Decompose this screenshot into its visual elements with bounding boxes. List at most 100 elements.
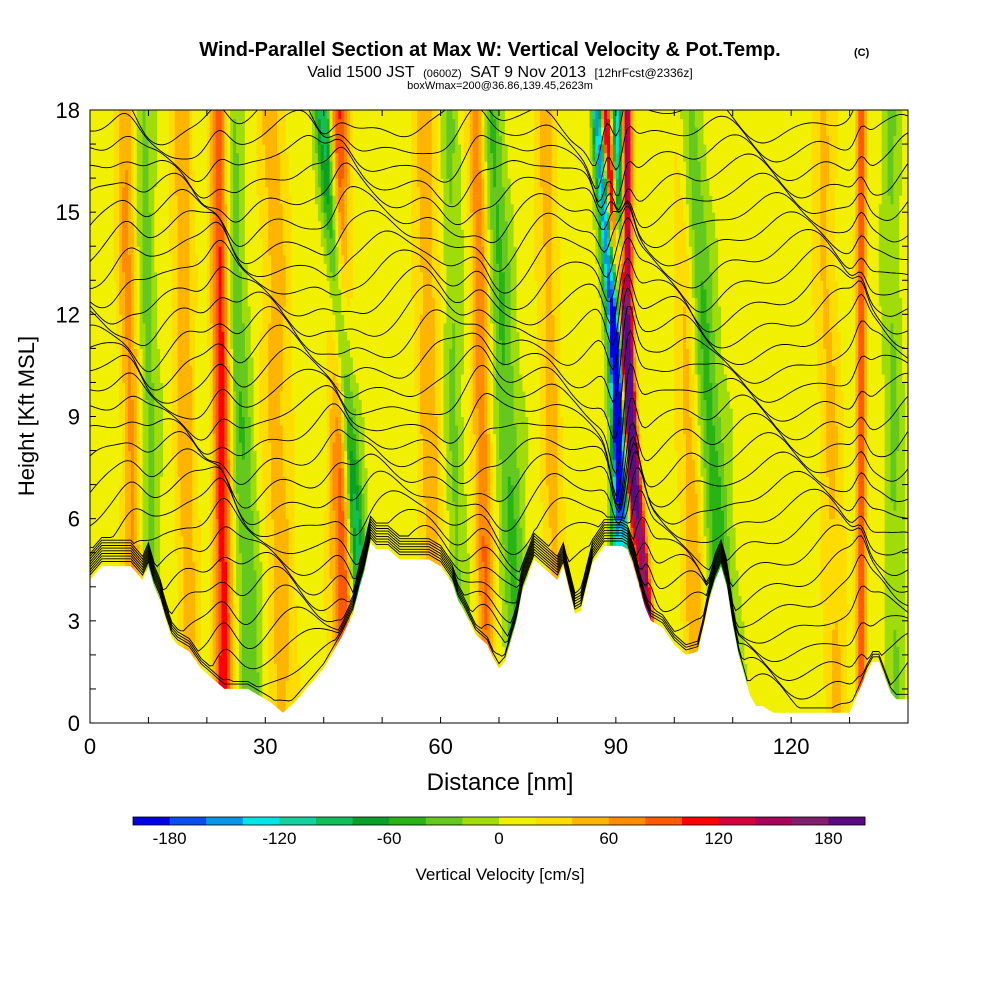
- velocity-cell: [212, 178, 217, 188]
- velocity-cell: [209, 263, 214, 273]
- velocity-cell: [127, 186, 132, 196]
- velocity-cell: [168, 135, 173, 145]
- velocity-cell: [92, 450, 97, 460]
- velocity-cell: [165, 322, 170, 332]
- velocity-cell: [127, 339, 132, 349]
- velocity-cell: [271, 493, 275, 503]
- velocity-cell: [206, 246, 211, 256]
- velocity-cell: [209, 390, 214, 401]
- velocity-cell: [98, 135, 103, 145]
- velocity-cell: [250, 118, 255, 128]
- velocity-cell: [236, 135, 240, 145]
- velocity-cell: [265, 442, 269, 452]
- velocity-cell: [142, 127, 147, 137]
- velocity-cell: [233, 510, 237, 520]
- velocity-cell: [209, 178, 214, 188]
- velocity-cell: [241, 646, 246, 656]
- velocity-cell: [209, 305, 214, 315]
- velocity-cell: [95, 544, 100, 554]
- velocity-cell: [238, 467, 243, 477]
- velocity-cell: [279, 220, 284, 230]
- velocity-cell: [209, 407, 214, 418]
- velocity-cell: [154, 484, 158, 494]
- velocity-cell: [227, 467, 231, 477]
- velocity-cell: [168, 586, 173, 596]
- velocity-cell: [268, 416, 272, 426]
- velocity-cell: [271, 254, 275, 264]
- velocity-cell: [145, 203, 150, 213]
- velocity-cell: [201, 416, 205, 426]
- velocity-cell: [107, 382, 112, 392]
- velocity-cell: [139, 144, 144, 154]
- velocity-cell: [145, 561, 150, 571]
- velocity-cell: [165, 144, 170, 154]
- velocity-cell: [236, 144, 240, 154]
- velocity-cell: [209, 416, 214, 426]
- velocity-cell: [271, 305, 275, 315]
- velocity-cell: [133, 501, 138, 511]
- velocity-cell: [165, 127, 170, 137]
- velocity-cell: [157, 339, 161, 349]
- velocity-cell: [148, 305, 152, 315]
- velocity-cell: [180, 629, 185, 639]
- velocity-cell: [256, 161, 261, 171]
- velocity-cell: [189, 322, 193, 332]
- velocity-cell: [90, 373, 94, 384]
- velocity-cell: [157, 322, 161, 332]
- velocity-cell: [259, 339, 263, 349]
- velocity-cell: [274, 595, 278, 605]
- velocity-cell: [122, 459, 126, 469]
- velocity-cell: [262, 425, 266, 435]
- velocity-cell: [244, 518, 249, 528]
- velocity-cell: [151, 544, 155, 554]
- velocity-cell: [148, 203, 152, 213]
- velocity-cell: [279, 390, 284, 401]
- velocity-cell: [125, 476, 129, 486]
- velocity-cell: [127, 254, 132, 264]
- velocity-cell: [236, 561, 240, 571]
- velocity-cell: [174, 195, 179, 205]
- velocity-cell: [110, 169, 114, 179]
- velocity-cell: [241, 169, 246, 179]
- velocity-cell: [215, 535, 220, 545]
- velocity-cell: [282, 339, 287, 349]
- velocity-cell: [98, 246, 103, 256]
- velocity-cell: [92, 169, 97, 179]
- velocity-field: [90, 110, 908, 723]
- velocity-cell: [130, 110, 135, 120]
- velocity-cell: [259, 612, 263, 622]
- velocity-cell: [142, 569, 147, 579]
- velocity-cell: [90, 476, 94, 486]
- velocity-cell: [233, 671, 237, 682]
- velocity-cell: [212, 263, 217, 273]
- velocity-cell: [148, 484, 152, 494]
- velocity-cell: [203, 161, 208, 171]
- velocity-cell: [259, 484, 263, 494]
- velocity-cell: [154, 535, 158, 545]
- velocity-cell: [262, 144, 266, 154]
- velocity-cell: [236, 637, 240, 647]
- velocity-cell: [154, 186, 158, 196]
- velocity-cell: [259, 459, 263, 469]
- velocity-cell: [122, 373, 126, 384]
- velocity-cell: [116, 135, 120, 145]
- velocity-cell: [95, 365, 100, 375]
- velocity-cell: [165, 339, 170, 349]
- velocity-cell: [171, 203, 176, 213]
- velocity-cell: [244, 493, 249, 503]
- velocity-cell: [256, 348, 261, 358]
- velocity-cell: [183, 237, 188, 247]
- velocity-cell: [241, 561, 246, 571]
- velocity-cell: [180, 186, 185, 196]
- velocity-cell: [113, 203, 117, 213]
- velocity-cell: [183, 433, 188, 443]
- velocity-cell: [201, 399, 205, 409]
- velocity-cell: [276, 646, 281, 656]
- velocity-cell: [113, 127, 117, 137]
- velocity-cell: [244, 212, 249, 222]
- velocity-cell: [192, 595, 196, 605]
- velocity-cell: [236, 220, 240, 230]
- velocity-cell: [274, 544, 278, 554]
- velocity-cell: [127, 561, 132, 571]
- velocity-cell: [98, 203, 103, 213]
